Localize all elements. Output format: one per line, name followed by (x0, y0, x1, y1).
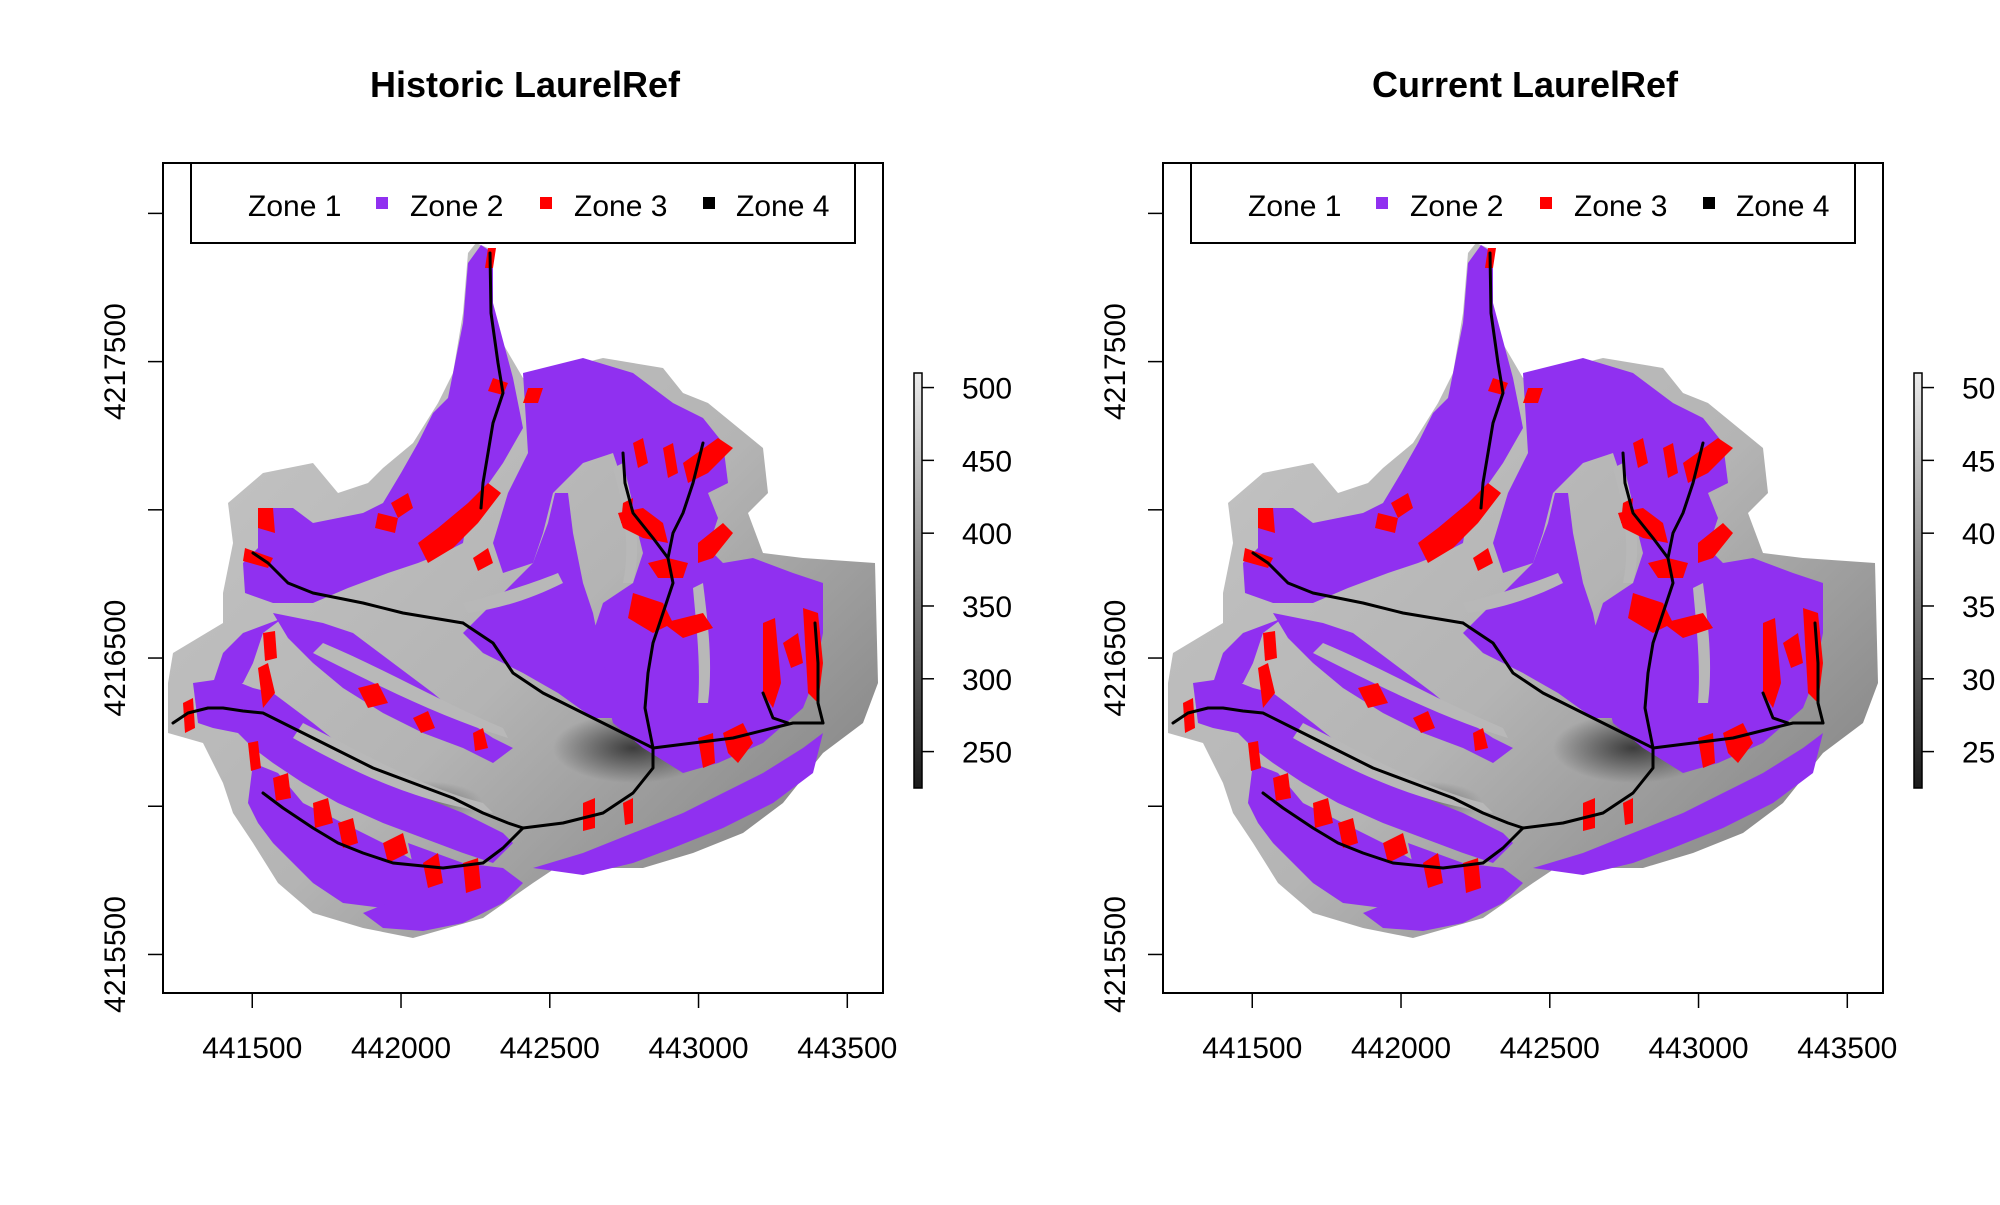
chart-title: Current LaurelRef (1372, 64, 1679, 105)
panel-current: Current LaurelRef Zone 1 Zone 2 Zone 3 Z… (1099, 64, 1995, 1065)
colorbar: 500 450 400 350 300 250 (913, 372, 1012, 789)
axes: 441500 442000 442500 443000 443500 4215500 421… (1099, 212, 1897, 1065)
colorbar: 50 45 40 35 30 25 (1913, 372, 1995, 789)
colorbar-tick-label: 40 (1962, 518, 1995, 551)
x-tick-label: 443500 (1797, 1032, 1897, 1065)
colorbar-tick-label: 25 (1962, 737, 1995, 770)
axes: 441500 442000 442500 443000 443500 4215500 421… (99, 212, 897, 1065)
panel-historic: Historic LaurelRef Zone 1 Zone 2 Zone 3 … (99, 64, 1012, 1065)
colorbar-tick-label: 450 (962, 445, 1012, 478)
x-tick-label: 442000 (351, 1032, 451, 1065)
x-tick-label: 441500 (1202, 1032, 1302, 1065)
colorbar-tick-label: 350 (962, 591, 1012, 624)
legend-label: Zone 4 (1736, 190, 1829, 223)
legend-label: Zone 3 (1574, 190, 1667, 223)
x-tick-label: 442500 (1500, 1032, 1600, 1065)
legend-label: Zone 1 (248, 190, 341, 223)
colorbar-ramp (913, 372, 923, 789)
legend-box (190, 162, 856, 244)
legend-swatch (540, 197, 552, 209)
legend-label: Zone 1 (1248, 190, 1341, 223)
legend: Zone 1 Zone 2 Zone 3 Zone 4 (190, 162, 856, 244)
legend-swatch (376, 197, 388, 209)
y-tick-label: 4215500 (1099, 896, 1132, 1013)
legend-label: Zone 3 (574, 190, 667, 223)
chart-title: Historic LaurelRef (370, 64, 681, 105)
y-tick-label: 4216500 (99, 600, 132, 717)
legend-label: Zone 2 (410, 190, 503, 223)
colorbar-tick-label: 250 (962, 737, 1012, 770)
legend-swatch (1376, 197, 1388, 209)
y-tick-label: 4217500 (1099, 303, 1132, 420)
colorbar-tick-label: 35 (1962, 591, 1995, 624)
x-tick-label: 442000 (1351, 1032, 1451, 1065)
colorbar-tick-label: 45 (1962, 445, 1995, 478)
colorbar-tick-label: 30 (1962, 664, 1995, 697)
colorbar-tick-label: 400 (962, 518, 1012, 551)
colorbar-tick-label: 50 (1962, 373, 1995, 406)
x-tick-label: 443000 (1648, 1032, 1748, 1065)
legend: Zone 1 Zone 2 Zone 3 Zone 4 (1190, 162, 1856, 244)
colorbar-ramp (1913, 372, 1923, 789)
legend-swatch (703, 197, 715, 209)
x-tick-label: 443000 (648, 1032, 748, 1065)
x-tick-label: 442500 (500, 1032, 600, 1065)
legend-box (1190, 162, 1856, 244)
legend-swatch (1540, 197, 1552, 209)
y-tick-label: 4217500 (99, 303, 132, 420)
legend-swatch (1703, 197, 1715, 209)
legend-label: Zone 2 (1410, 190, 1503, 223)
y-tick-label: 4215500 (99, 896, 132, 1013)
y-tick-label: 4216500 (1099, 600, 1132, 717)
colorbar-tick-label: 300 (962, 664, 1012, 697)
colorbar-tick-label: 500 (962, 373, 1012, 406)
x-tick-label: 443500 (797, 1032, 897, 1065)
x-tick-label: 441500 (202, 1032, 302, 1065)
legend-label: Zone 4 (736, 190, 829, 223)
